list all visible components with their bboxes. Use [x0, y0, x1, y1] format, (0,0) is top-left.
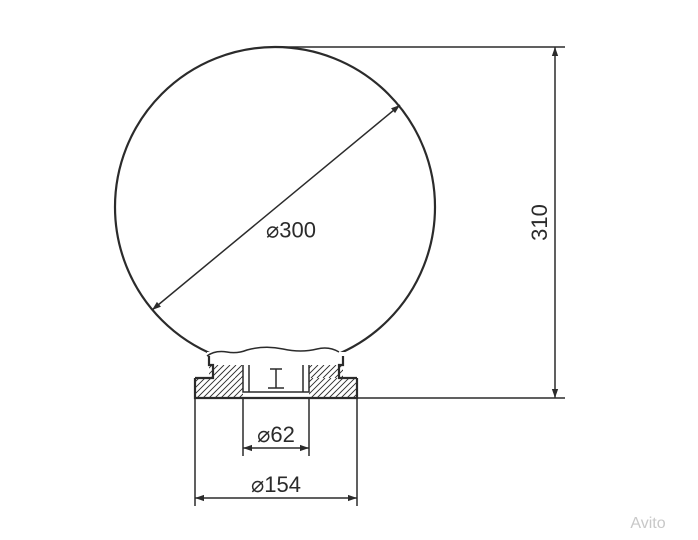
diameter-300-label: ⌀300	[266, 218, 316, 243]
diameter-62-label: ⌀62	[257, 422, 295, 447]
sphere-outline	[115, 47, 435, 367]
height-310-label: 310	[527, 204, 552, 241]
diameter-154-label: ⌀154	[251, 472, 301, 497]
watermark: Avito	[630, 515, 665, 532]
diameter-leader	[152, 105, 400, 310]
